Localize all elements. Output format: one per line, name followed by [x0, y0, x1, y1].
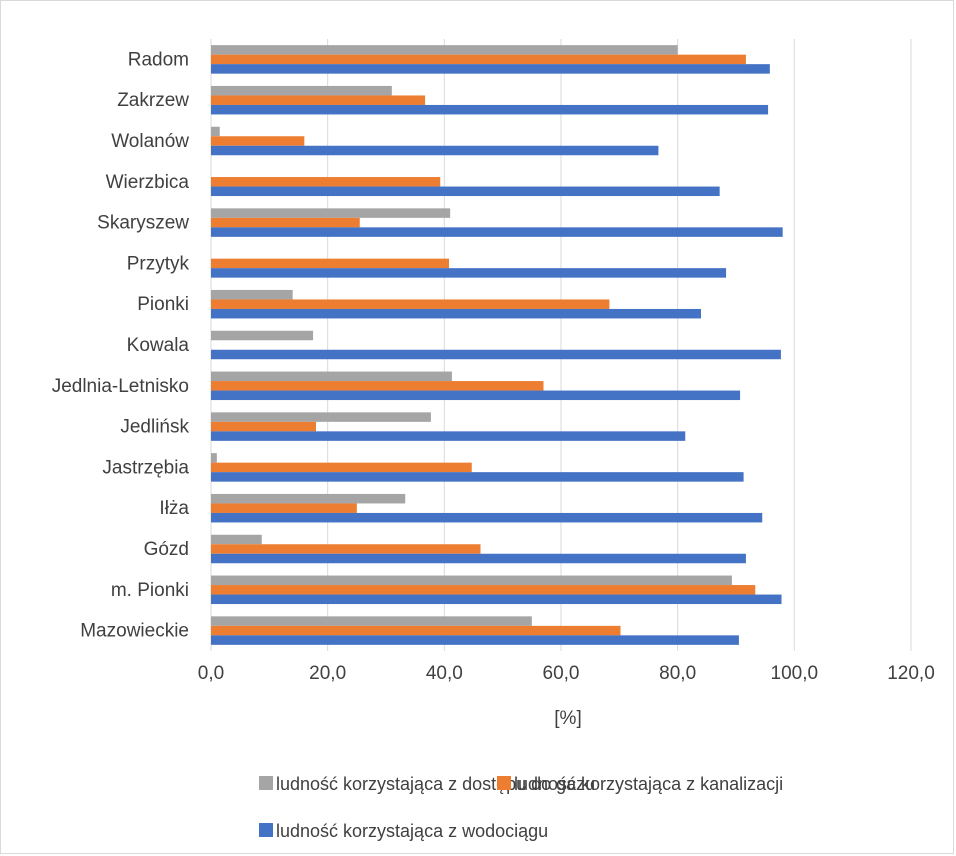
x-tick-label: 20,0 — [309, 663, 346, 684]
x-tick-labels: 0,0 20,0 40,0 60,0 80,0 100,0 120,0 — [198, 663, 935, 684]
bar-gas — [211, 493, 406, 504]
x-tick-label: 40,0 — [426, 663, 463, 684]
bar-gas — [211, 616, 532, 626]
x-axis-title: [%] — [554, 708, 581, 729]
bar-gas — [211, 126, 220, 137]
bar-sewage — [211, 503, 357, 513]
bar-sewage — [211, 54, 746, 65]
category-label: Radom — [128, 49, 189, 70]
x-tick-label: 0,0 — [198, 663, 224, 684]
category-label: Wolanów — [111, 131, 189, 152]
bar-water — [211, 390, 741, 401]
bar-sewage — [211, 625, 621, 636]
legend-swatch — [497, 776, 511, 790]
category-label: Jedlińsk — [120, 417, 189, 438]
category-label: Jedlnia-Letnisko — [52, 376, 189, 397]
category-label: Mazowieckie — [80, 621, 189, 642]
bar-gas — [211, 575, 732, 586]
x-tick-label: 120,0 — [887, 663, 935, 684]
bar-water — [211, 104, 769, 115]
x-tick-label: 80,0 — [659, 663, 696, 684]
bar-sewage — [211, 95, 426, 105]
legend-label: ludność korzystająca z dostępu do gazu — [276, 774, 595, 794]
bar-water — [211, 268, 727, 278]
bar-gas — [211, 208, 451, 218]
legend-swatch — [259, 823, 273, 837]
bar-water — [211, 64, 770, 74]
category-labels: Radom Zakrzew Wolanów Wierzbica Skaryszew Prz… — [52, 49, 190, 641]
bar-water — [211, 227, 783, 237]
bar-gas — [211, 534, 262, 545]
legend-label: ludność korzystająca z kanalizacji — [514, 774, 783, 794]
bar-sewage — [211, 544, 481, 554]
legend: ludność korzystająca z dostępu do gazulu… — [259, 774, 783, 841]
legend-label: ludność korzystająca z wodociągu — [276, 821, 548, 841]
bar-gas — [211, 289, 293, 300]
bar-water — [211, 594, 782, 605]
category-label: m. Pionki — [111, 580, 189, 601]
category-label: Skaryszew — [97, 213, 189, 234]
bar-water — [211, 145, 659, 156]
bar-sewage — [211, 462, 472, 473]
x-tick-label: 60,0 — [543, 663, 580, 684]
bar-water — [211, 308, 701, 319]
bar-sewage — [211, 299, 610, 309]
bar-sewage — [211, 177, 441, 187]
bar-gas — [211, 85, 392, 96]
bar-water — [211, 186, 720, 197]
category-label: Zakrzew — [117, 90, 189, 111]
bar-gas — [211, 371, 452, 382]
bar-gas — [211, 330, 314, 341]
bar-gas — [211, 45, 678, 55]
category-label: Jastrzębia — [102, 457, 189, 478]
bar-water — [211, 472, 744, 482]
bars — [211, 45, 783, 645]
bar-water — [211, 512, 763, 523]
legend-swatch — [259, 776, 273, 790]
gridlines — [210, 39, 912, 651]
bar-water — [211, 349, 781, 360]
bar-gas — [211, 412, 431, 422]
bar-sewage — [211, 585, 756, 595]
bar-sewage — [211, 217, 360, 228]
category-label: Wierzbica — [106, 172, 190, 193]
category-label: Przytyk — [127, 253, 190, 274]
bar-sewage — [211, 381, 544, 391]
bar-water — [211, 635, 739, 645]
bar-water — [211, 553, 746, 564]
bar-gas — [211, 453, 217, 463]
category-label: Pionki — [137, 294, 189, 315]
x-tick-label: 100,0 — [771, 663, 819, 684]
category-label: Gózd — [144, 539, 189, 560]
category-label: Kowala — [127, 335, 190, 356]
bar-sewage — [211, 421, 316, 432]
bar-sewage — [211, 258, 449, 269]
bar-water — [211, 431, 686, 441]
bar-sewage — [211, 136, 305, 146]
category-label: Iłża — [159, 498, 189, 519]
